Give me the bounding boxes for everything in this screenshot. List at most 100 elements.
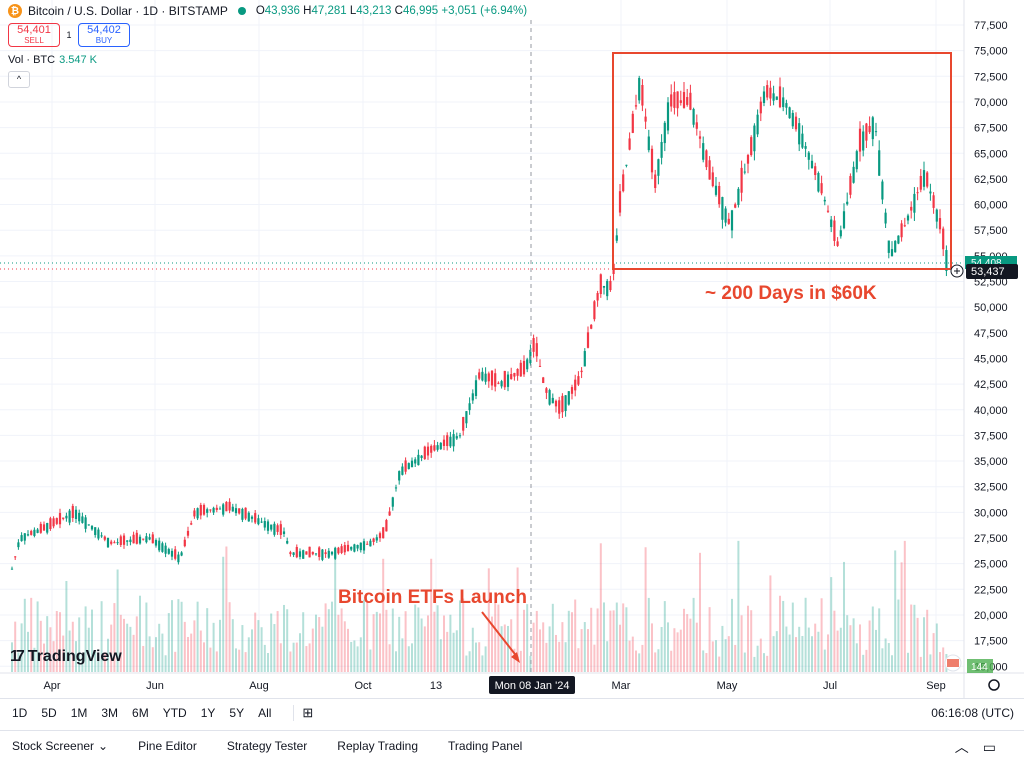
- volume-bar: [590, 607, 593, 672]
- volume-bar: [139, 595, 141, 672]
- volume-bar: [583, 622, 586, 672]
- maximize-panel-icon[interactable]: ▭: [982, 739, 1010, 755]
- collapse-panel-icon[interactable]: ︿: [954, 739, 983, 755]
- volume-bar: [727, 636, 730, 672]
- timeframe-5y[interactable]: 5Y: [229, 706, 245, 720]
- volume-bar: [628, 640, 631, 672]
- volume-bar: [203, 642, 205, 672]
- candle-body: [670, 94, 673, 107]
- volume-bar: [871, 606, 874, 672]
- tradingview-wordmark: TradingView: [27, 648, 122, 665]
- candle-body: [378, 533, 382, 539]
- candle-body: [679, 100, 682, 103]
- panel-tab-strategy-tester[interactable]: Strategy Tester: [226, 739, 308, 753]
- volume-bar: [97, 656, 100, 672]
- timeframe-all[interactable]: All: [258, 706, 272, 720]
- panel-tab-stock-screener[interactable]: Stock Screener: [12, 739, 95, 753]
- utc-clock[interactable]: 06:16:08 (UTC): [931, 706, 1014, 720]
- candle-body: [62, 517, 65, 519]
- candle-body: [708, 160, 711, 180]
- volume-bar: [433, 611, 436, 672]
- candle-body: [663, 122, 666, 144]
- range-box[interactable]: [612, 52, 952, 270]
- volume-tag-text: 144: [971, 662, 988, 673]
- candle-body: [20, 535, 23, 542]
- volume-bar: [913, 604, 916, 672]
- candle-body: [298, 551, 302, 557]
- panel-tab-trading-panel[interactable]: Trading Panel: [448, 739, 523, 753]
- current-price-tag: [966, 264, 1018, 279]
- volume-bar: [635, 650, 637, 672]
- volume-bar: [676, 632, 679, 672]
- price-chart[interactable]: 77,500 75,000 72,500 70,000 67,500 65,000 62,5…: [0, 0, 1024, 698]
- volume-bar: [571, 612, 573, 672]
- screener-dropdown-icon[interactable]: ⌄: [98, 739, 109, 753]
- candle-body: [222, 504, 225, 515]
- candle-body: [849, 176, 852, 195]
- date-range-icon[interactable]: ⊞: [302, 705, 314, 720]
- volume-bar: [551, 603, 554, 672]
- candle-body: [660, 141, 663, 158]
- volume-bar: [334, 547, 337, 672]
- candle-body: [535, 343, 538, 357]
- volume-bar: [100, 601, 103, 672]
- panel-tab-replay-trading[interactable]: Replay Trading: [337, 739, 419, 753]
- candle-body: [542, 377, 545, 384]
- sell-button[interactable]: 54,401 SELL: [8, 23, 60, 47]
- volume-bar: [350, 641, 353, 672]
- candle-body: [737, 188, 740, 205]
- candle-body: [625, 164, 628, 166]
- candle-body: [186, 530, 190, 536]
- volume-bar: [452, 632, 455, 672]
- candle-body: [193, 510, 196, 517]
- candle-body: [586, 332, 590, 348]
- volume-bar: [167, 613, 170, 672]
- time-tick-label: Jul: [823, 680, 837, 692]
- volume-bar: [116, 569, 119, 672]
- volume-bar: [711, 641, 714, 672]
- volume-bar: [881, 648, 884, 672]
- candle-body: [807, 152, 810, 160]
- volume-bar: [292, 642, 295, 672]
- time-tick-label: Aug: [249, 680, 269, 692]
- volume-bar: [612, 610, 615, 672]
- timeframe-1m[interactable]: 1M: [70, 706, 88, 720]
- timeframe-ytd[interactable]: YTD: [162, 706, 187, 720]
- symbol-title[interactable]: Bitcoin / U.S. Dollar · 1D · BITSTAMP: [28, 4, 228, 18]
- volume-bar: [814, 623, 817, 672]
- candle-body: [817, 172, 820, 192]
- candle-body: [449, 436, 452, 447]
- axis-settings-icon[interactable]: [988, 679, 1000, 691]
- volume-bar: [497, 604, 500, 672]
- candle-body: [906, 215, 910, 221]
- volume-bar: [318, 617, 321, 672]
- panel-tab-pine-editor[interactable]: Pine Editor: [138, 739, 197, 753]
- timeframe-1y[interactable]: 1Y: [200, 706, 216, 720]
- timeframe-5d[interactable]: 5D: [41, 706, 57, 720]
- buy-button[interactable]: 54,402 BUY: [78, 23, 130, 47]
- volume-bar: [939, 652, 941, 672]
- collapse-legend-button[interactable]: ^: [8, 71, 30, 88]
- time-axis[interactable]: Apr Jun Aug Oct 13 Mar May Jul Sep: [43, 680, 945, 692]
- candle-body: [286, 540, 289, 544]
- time-tick-label: Oct: [354, 680, 371, 692]
- price-axis[interactable]: 77,500 75,000 72,500 70,000 67,500 65,000 62,5…: [974, 20, 1008, 673]
- tradingview-logo[interactable]: 17 TradingView: [10, 648, 122, 666]
- timeframe-1d[interactable]: 1D: [12, 706, 28, 720]
- price-tick-label: 40,000: [974, 405, 1008, 417]
- candle-body: [94, 527, 97, 535]
- volume-bar: [545, 642, 548, 672]
- price-tick-label: 57,500: [974, 225, 1008, 237]
- candle-body: [23, 533, 26, 541]
- volume-bar: [164, 655, 167, 672]
- volume-bar: [283, 604, 285, 672]
- candle-body: [913, 193, 916, 213]
- timeframe-6m[interactable]: 6M: [132, 706, 149, 720]
- timeframe-3m[interactable]: 3M: [101, 706, 119, 720]
- candle-body: [385, 520, 388, 532]
- volume-bar: [481, 655, 484, 672]
- volume-bar: [737, 540, 740, 672]
- candle-body: [209, 509, 212, 511]
- candle-body: [884, 212, 887, 224]
- candle-body: [81, 516, 84, 523]
